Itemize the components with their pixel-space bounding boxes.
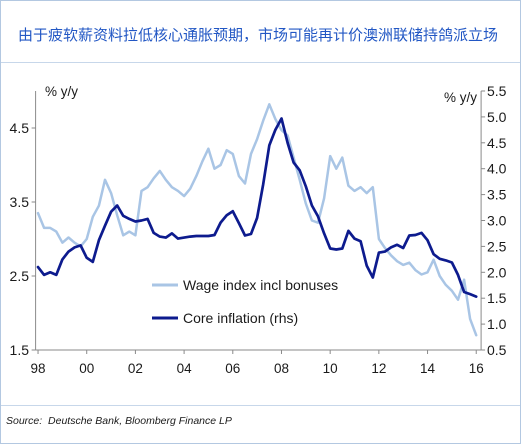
right-y-tick-label: 0.5: [487, 342, 507, 358]
right-y-tick-label: 1.0: [487, 316, 507, 332]
left-y-tick-label: 2.5: [10, 268, 30, 284]
chart-source: Source: Deutsche Bank, Bloomberg Finance…: [6, 415, 232, 427]
right-y-tick-label: 3.0: [487, 213, 507, 229]
right-y-tick-label: 4.0: [487, 161, 507, 177]
right-y-tick-label: 1.5: [487, 290, 507, 306]
right-y-tick-label: 5.5: [487, 83, 507, 99]
title-divider: [0, 62, 521, 63]
x-tick-label: 98: [31, 361, 46, 376]
right-y-axis-label: % y/y: [444, 90, 477, 105]
x-tick-label: 00: [79, 361, 94, 376]
x-tick-label: 10: [323, 361, 338, 376]
legend-label-core-inflation: Core inflation (rhs): [183, 310, 298, 326]
right-y-tick-label: 5.0: [487, 109, 507, 125]
right-y-tick-label: 4.5: [487, 135, 507, 151]
right-y-tick-label: 3.5: [487, 187, 507, 203]
left-y-axis-label: % y/y: [45, 84, 78, 99]
x-tick-label: 02: [128, 361, 143, 376]
x-tick-label: 04: [177, 361, 193, 376]
right-y-tick-label: 2.0: [487, 264, 507, 280]
legend-label-wage-index: Wage index incl bonuses: [183, 277, 338, 293]
x-tick-label: 08: [274, 361, 289, 376]
right-y-tick-label: 2.5: [487, 238, 507, 254]
core-inflation-line: [36, 117, 478, 298]
x-tick-label: 14: [420, 361, 436, 376]
source-divider: [0, 405, 521, 406]
chart-title: 由于疲软薪资料拉低核心通胀预期，市场可能再计价澳洲联储持鸽派立场: [18, 26, 499, 44]
wage-index-line: [36, 103, 478, 337]
x-tick-label: 12: [371, 361, 386, 376]
x-tick-label: 16: [469, 361, 484, 376]
left-y-tick-label: 1.5: [10, 342, 30, 358]
left-y-tick-label: 3.5: [10, 194, 30, 210]
x-tick-label: 06: [225, 361, 240, 376]
left-y-tick-label: 4.5: [10, 120, 30, 136]
